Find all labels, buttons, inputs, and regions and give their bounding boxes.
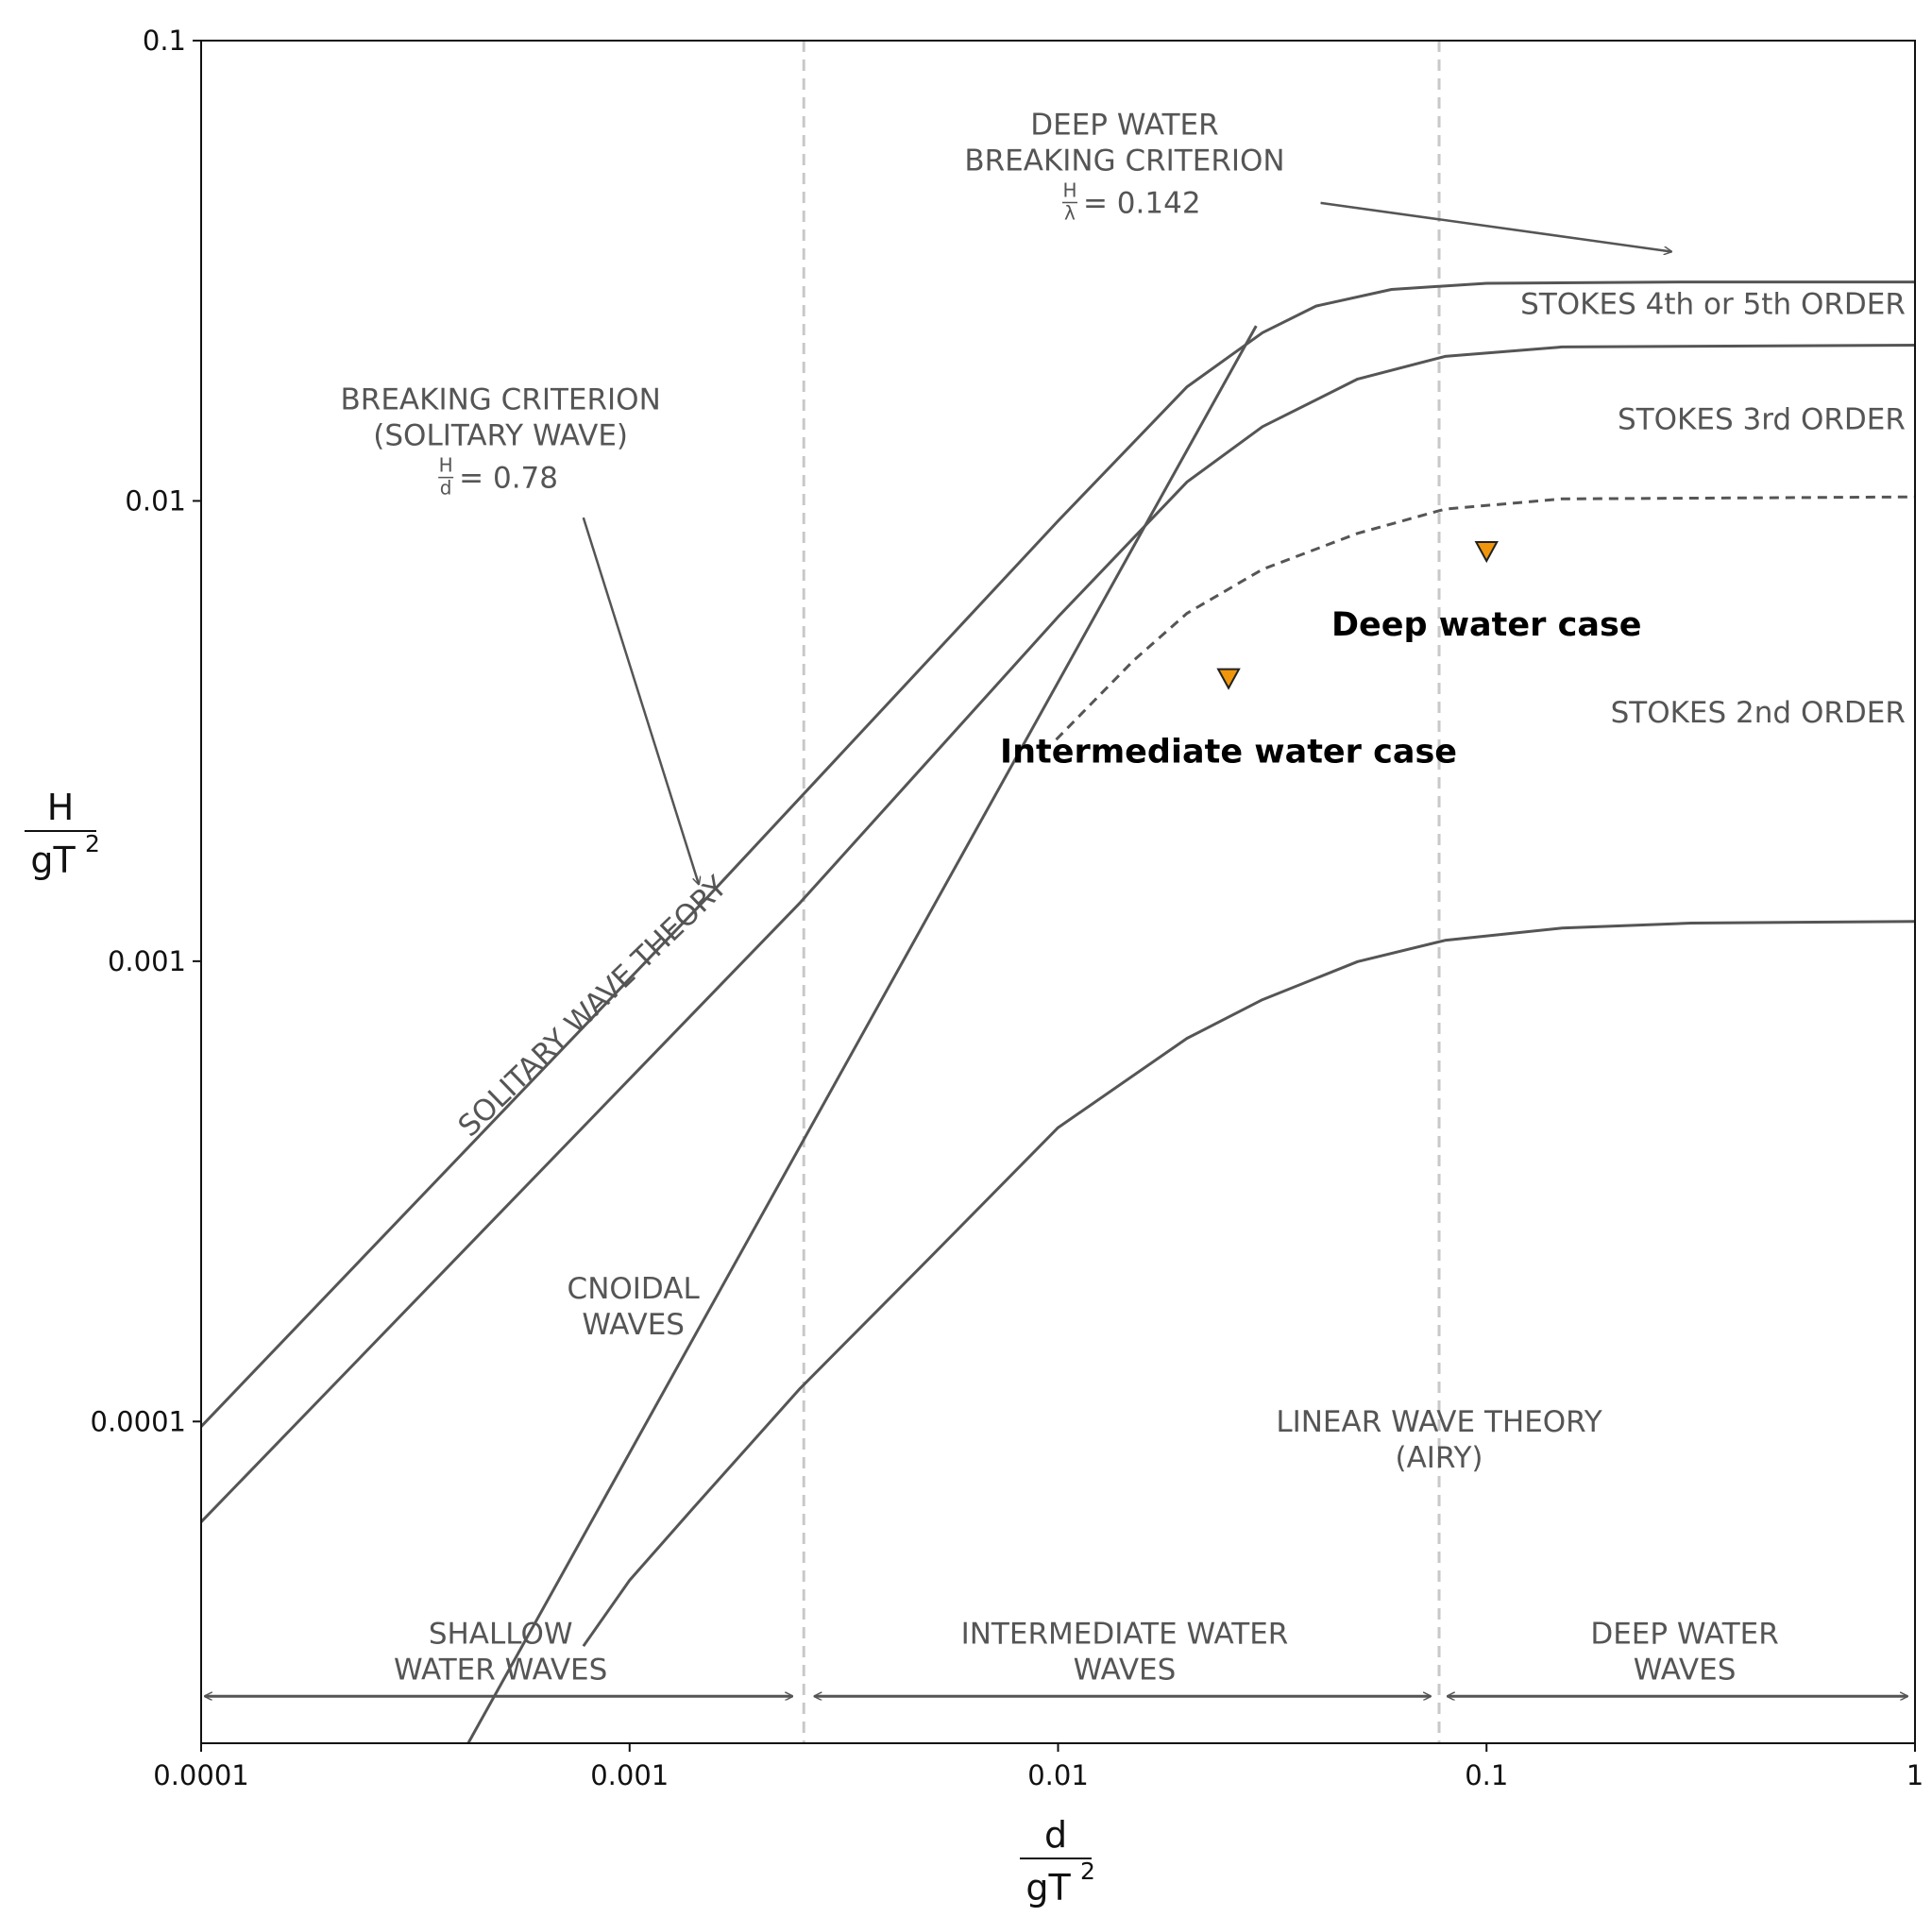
annotation-text: LINEAR WAVE THEORY: [1276, 1405, 1602, 1439]
annotation-text: SOLITARY WAVE THEORY: [452, 870, 734, 1144]
annotation-text: STOKES 2nd ORDER: [1611, 696, 1906, 730]
annotation-stokes_45: STOKES 4th or 5th ORDER: [1520, 287, 1906, 321]
annotation-solitary_breaking: BREAKING CRITERION(SOLITARY WAVE)Hd = 0.7…: [341, 383, 661, 500]
y-axis-label-denominator: gT: [30, 840, 76, 881]
y-axis-label-exponent: 2: [85, 830, 100, 857]
boundary-curve: [582, 920, 1916, 1648]
x-tick-label: 0.0001: [153, 1759, 248, 1791]
annotation-arrow: [1320, 201, 1671, 252]
formula-denominator: λ: [1064, 201, 1076, 224]
x-tick-label: 0.1: [1465, 1759, 1508, 1791]
y-tick-label: 0.001: [108, 945, 186, 977]
annotation-text: CNOIDAL: [568, 1272, 701, 1306]
formula-numerator: H: [439, 454, 453, 477]
annotation-text: STOKES 3rd ORDER: [1618, 403, 1906, 437]
annotation-text: (SOLITARY WAVE): [373, 419, 628, 453]
annotation-stokes_3: STOKES 3rd ORDER: [1618, 403, 1906, 437]
formula-value: = 0.78: [459, 462, 558, 496]
x-axis-label-denominator: gT: [1025, 1867, 1071, 1909]
formula-value: = 0.142: [1083, 186, 1201, 220]
annotation-arrow: [582, 517, 699, 884]
boundary-curve: [199, 344, 1916, 1523]
annotation-text: STOKES 4th or 5th ORDER: [1520, 287, 1906, 321]
annotation-text: WAVES: [1074, 1654, 1177, 1688]
annotation-text: BREAKING CRITERION: [964, 144, 1284, 178]
case-label: Deep water case: [1331, 606, 1642, 644]
annotation-text: DEEP WATER: [1030, 108, 1218, 142]
case-marker: [1216, 668, 1241, 690]
annotation-linear: LINEAR WAVE THEORY(AIRY): [1276, 1405, 1602, 1475]
annotation-text: (AIRY): [1396, 1441, 1483, 1475]
x-tick-label: 1: [1907, 1759, 1924, 1791]
y-tick-label: 0.0001: [91, 1405, 186, 1437]
annotation-text: WAVES: [1634, 1654, 1737, 1688]
annotation-text: WAVES: [582, 1308, 685, 1342]
boundary-curve: [199, 280, 1915, 1428]
x-axis-label: d gT 2: [1020, 1814, 1095, 1909]
x-tick-label: 0.01: [1027, 1759, 1089, 1791]
y-axis-label: HgT 2: [25, 787, 100, 881]
boundary-curve: [466, 325, 1258, 1744]
formula-numerator: H: [1062, 178, 1076, 201]
x-axis-label-numerator: d: [1044, 1814, 1067, 1856]
annotation-text: SHALLOW: [429, 1618, 573, 1652]
annotation-text: INTERMEDIATE WATER: [961, 1618, 1289, 1652]
annotation-stokes_2: STOKES 2nd ORDER: [1611, 696, 1906, 730]
y-tick-label: 0.01: [125, 484, 186, 517]
case-marker: [1474, 541, 1499, 564]
case-label: Intermediate water case: [1000, 734, 1457, 772]
y-axis-label-numerator: H: [47, 787, 75, 828]
annotation-text: BREAKING CRITERION: [341, 383, 661, 417]
annotation-text: DEEP WATER: [1590, 1618, 1778, 1652]
x-tick-label: 0.001: [590, 1759, 669, 1791]
y-tick-label: 0.1: [143, 25, 186, 57]
annotation-text: WATER WAVES: [394, 1654, 607, 1688]
x-axis-label-exponent: 2: [1080, 1858, 1095, 1885]
annotation-solitary_theory: SOLITARY WAVE THEORY: [452, 870, 734, 1144]
formula-denominator: d: [440, 477, 452, 500]
